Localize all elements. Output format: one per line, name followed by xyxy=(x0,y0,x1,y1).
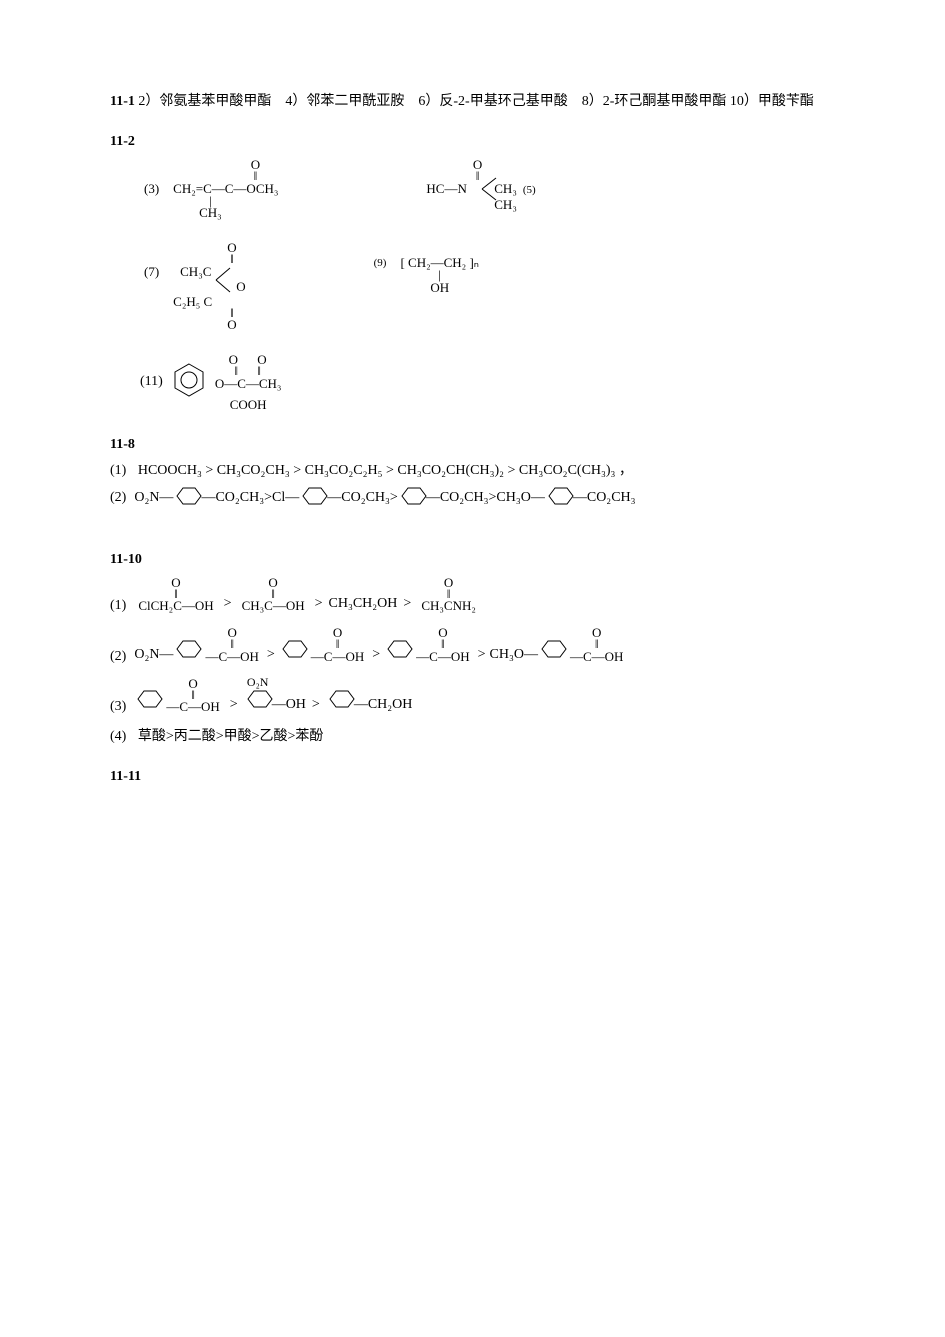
term: CH₃CH₂OH xyxy=(329,596,398,614)
item-number: (5) xyxy=(523,184,536,196)
benzene-ring-icon xyxy=(398,485,426,512)
gt: > xyxy=(218,596,238,614)
gt: > xyxy=(264,490,272,506)
q11-2-item-7: O ‖ (7) CH₃C O C₂H₅ C ‖ O xyxy=(140,239,250,333)
question-11-11: 11-11 xyxy=(110,769,835,785)
ordering-text: 草酸>丙二酸>甲酸>乙酸>苯酚 xyxy=(138,729,324,744)
q11-2-row-3: (11) O O ‖ ‖ O—C—CH₃ COOH xyxy=(140,351,835,413)
term: O‖CH₃CNH₂ xyxy=(417,574,480,615)
item-number: (7) xyxy=(144,264,159,279)
item-number: (4) xyxy=(110,729,126,744)
nitro-top: O₂N xyxy=(247,676,269,688)
q11-1-label: 11-1 xyxy=(110,94,135,109)
term: O‖—C—OH xyxy=(201,624,262,665)
angle-bracket-icon xyxy=(480,176,498,202)
benzene-ring-icon xyxy=(171,360,207,404)
benzene-ring-icon xyxy=(545,485,573,512)
item-number: (11) xyxy=(140,375,163,389)
question-11-2: 11-2 O ‖ (3) CH₂=C—C—OCH₃ | CH₃ O ‖ HC—N xyxy=(110,134,835,413)
ordering-text: HCOOCH₃ > CH₃CO₂CH₃ > CH₃CO₂C₂H₅ > CH₃CO… xyxy=(138,463,633,478)
item-number: (3) xyxy=(110,699,126,715)
substituent-prefix: CH₃O— xyxy=(496,490,544,506)
gt: > xyxy=(489,490,497,506)
gt: > xyxy=(306,697,326,715)
q11-10-row-4: (4) 草酸>丙二酸>甲酸>乙酸>苯酚 xyxy=(110,725,835,745)
term: —OH xyxy=(272,697,306,715)
gt: > xyxy=(397,596,417,614)
item-number: (2) xyxy=(110,490,126,506)
term: O‖CH₃C—OH xyxy=(238,574,309,615)
carbonyl-O: O xyxy=(216,318,247,331)
gt: > xyxy=(390,490,398,506)
item-number: (1) xyxy=(110,598,126,614)
bridging-O: O xyxy=(236,279,245,294)
benzene-ring-icon xyxy=(279,638,307,665)
oh-branch: OH xyxy=(398,281,481,294)
cooh-line: COOH xyxy=(213,398,284,411)
term: —CH₂OH xyxy=(354,697,413,715)
question-11-10: 11-10 (1) O‖ClCH₂C—OH > O‖CH₃C—OH > CH₃C… xyxy=(110,552,835,746)
benzene-ring-icon xyxy=(384,638,412,665)
q11-2-row-1: O ‖ (3) CH₂=C—C—OCH₃ | CH₃ O ‖ HC—N xyxy=(140,156,835,221)
substituent-prefix: O₂N— xyxy=(134,490,173,506)
benzene-ring-icon xyxy=(538,638,566,665)
q11-2-item-5: O ‖ HC—N CH₃ (5) CH₃ xyxy=(422,156,547,213)
item-number: (3) xyxy=(144,181,159,196)
benzene-ring-icon xyxy=(244,688,272,715)
substituent-suffix: —CO₂CH₃ xyxy=(426,490,489,506)
benzene-ring-icon xyxy=(299,485,327,512)
q11-10-row-1: (1) O‖ClCH₂C—OH > O‖CH₃C—OH > CH₃CH₂OH >… xyxy=(110,574,835,615)
q11-2-label: 11-2 xyxy=(110,134,835,150)
q11-2-item-11: (11) O O ‖ ‖ O—C—CH₃ COOH xyxy=(140,351,285,413)
formula-bottom: C₂H₅ C xyxy=(171,295,214,308)
formula-main: HC—N xyxy=(424,182,468,196)
q11-2-item-3: O ‖ (3) CH₂=C—C—OCH₃ | CH₃ xyxy=(140,156,282,221)
q11-2-row-2: O ‖ (7) CH₃C O C₂H₅ C ‖ O xyxy=(140,239,835,333)
question-11-1: 11-1 2）邻氨基苯甲酸甲酯 4）邻苯二甲酰亚胺 6）反-2-甲基环己基甲酸 … xyxy=(110,90,835,110)
benzene-ring-icon xyxy=(326,688,354,715)
q11-8-label: 11-8 xyxy=(110,437,835,453)
q11-10-label: 11-10 xyxy=(110,552,835,568)
benzene-ring-icon xyxy=(173,485,201,512)
angle-bracket-icon xyxy=(214,266,234,294)
benzene-ring-icon xyxy=(134,688,162,715)
formula-top: CH₃C xyxy=(177,265,214,278)
term: O‖—C—OH xyxy=(307,624,368,665)
term: O‖—C—OH xyxy=(566,624,627,665)
term: O‖—C—OH xyxy=(162,675,223,716)
formula-main: CH₂=C—C—OCH₃ xyxy=(171,182,280,195)
item-number: (9) xyxy=(374,257,387,269)
gt: > xyxy=(224,697,244,715)
gt: > xyxy=(309,596,329,614)
term: O‖ClCH₂C—OH xyxy=(134,574,217,615)
q11-1-text: 2）邻氨基苯甲酸甲酯 4）邻苯二甲酰亚胺 6）反-2-甲基环己基甲酸 8）2-环… xyxy=(138,94,813,109)
q11-10-row-2: (2) O₂N— O‖—C—OH > O‖—C—OH > O‖—C—OH > C… xyxy=(110,624,835,665)
substituent-prefix: CH₃O— xyxy=(490,647,538,665)
substituent-suffix: —CO₂CH₃ xyxy=(573,490,636,506)
benzene-ring-icon xyxy=(173,638,201,665)
methyl-branch: CH₃ xyxy=(182,206,239,219)
gt: > xyxy=(474,647,490,665)
term: O‖—C—OH xyxy=(412,624,473,665)
ester-line: O—C—CH₃ xyxy=(213,377,284,390)
q11-8-row-2: (2) O₂N— —CO₂CH₃ > Cl— —CO₂CH₃ > —CO₂CH₃… xyxy=(110,485,835,512)
q11-8-row-1: (1) HCOOCH₃ > CH₃CO₂CH₃ > CH₃CO₂C₂H₅ > C… xyxy=(110,459,835,479)
item-number: (2) xyxy=(110,649,126,665)
item-number: (1) xyxy=(110,463,126,478)
q11-10-row-3: (3) O‖—C—OH > O₂N —OH > —CH₂OH xyxy=(110,675,835,716)
gt: > xyxy=(368,647,384,665)
q11-11-label: 11-11 xyxy=(110,769,835,785)
question-11-8: 11-8 (1) HCOOCH₃ > CH₃CO₂CH₃ > CH₃CO₂C₂H… xyxy=(110,437,835,512)
q11-2-item-9: (9) [ CH₂—CH₂ ]ₙ | OH xyxy=(370,253,483,296)
substituent-prefix: Cl— xyxy=(272,490,299,506)
gt: > xyxy=(263,647,279,665)
substituent-suffix: —CO₂CH₃ xyxy=(201,490,264,506)
substituent-suffix: —CO₂CH₃ xyxy=(327,490,390,506)
substituent-prefix: O₂N— xyxy=(134,647,173,665)
